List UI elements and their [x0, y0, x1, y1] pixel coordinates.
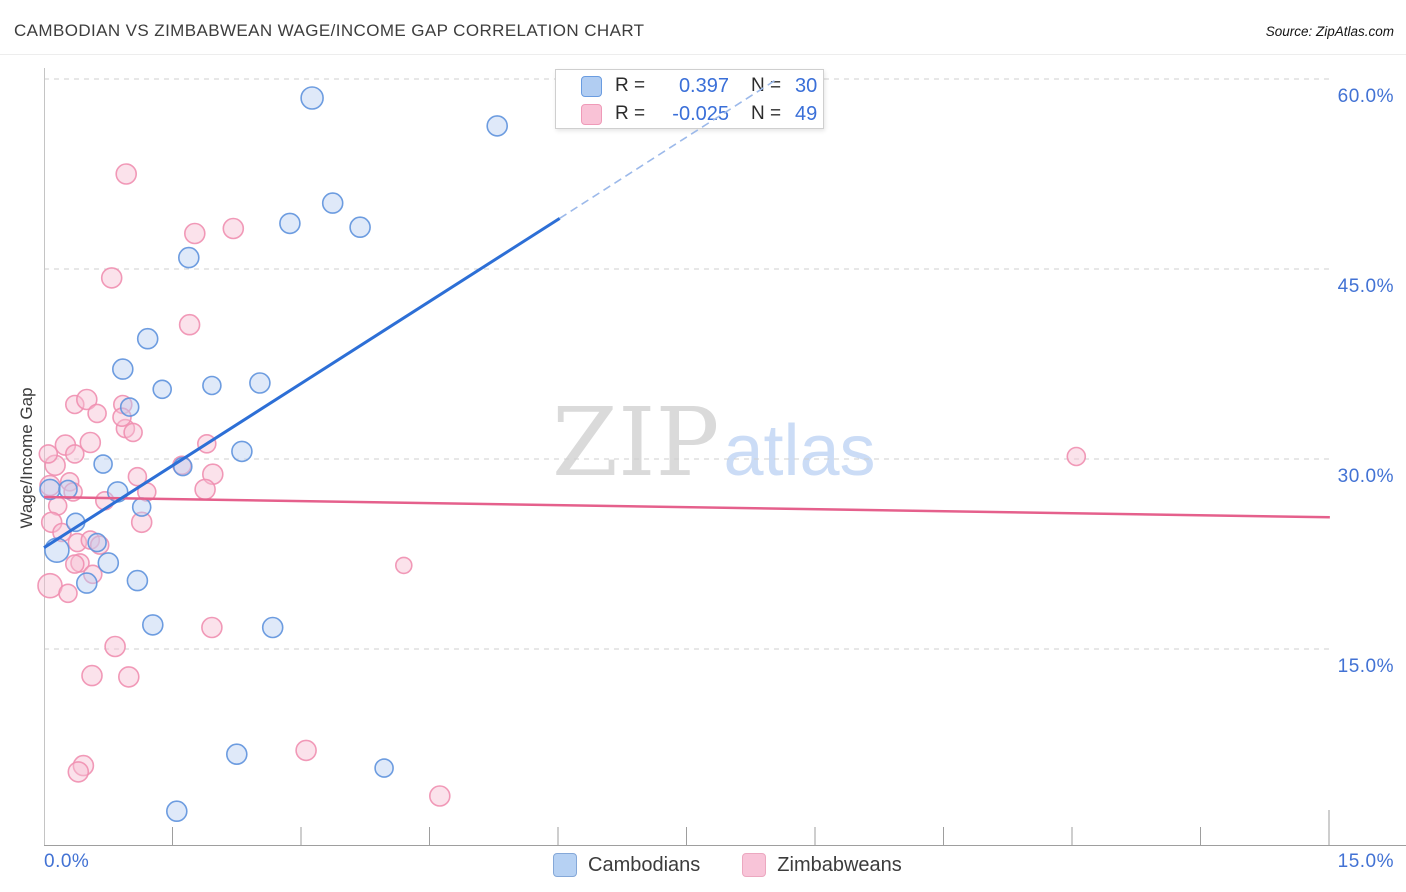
zimbabweans-trendline	[43, 495, 1330, 519]
zimbabweans-swatch	[742, 853, 767, 877]
data-point[interactable]	[152, 379, 172, 400]
data-point[interactable]	[65, 444, 85, 464]
y-axis-label-60: 60.0%	[1337, 86, 1394, 107]
data-point[interactable]	[261, 616, 284, 639]
data-point[interactable]	[65, 394, 85, 415]
cambodians-trendline	[43, 217, 561, 549]
data-point[interactable]	[136, 327, 159, 350]
data-point[interactable]	[178, 313, 201, 336]
data-point[interactable]	[130, 511, 153, 534]
data-point[interactable]	[112, 407, 132, 428]
data-point[interactable]	[58, 583, 78, 604]
data-point[interactable]	[115, 163, 137, 185]
n-label: N =	[751, 103, 782, 124]
data-point[interactable]	[67, 761, 90, 783]
series-cambodians	[39, 86, 509, 823]
watermark: ZIPatlas	[552, 396, 876, 491]
y-axis-label-15: 15.0%	[1337, 656, 1394, 677]
data-point[interactable]	[93, 454, 113, 474]
zimbabweans-r-value: -0.025	[672, 102, 729, 125]
header-divider	[0, 54, 1406, 55]
source-attribution: Source: ZipAtlas.com	[1265, 24, 1394, 39]
cambodians-swatch	[581, 75, 602, 97]
data-point[interactable]	[104, 635, 126, 658]
cambodians-r-value: 0.397	[678, 74, 729, 97]
legend-item-cambodians[interactable]: Cambodians	[553, 853, 700, 877]
legend-item-zimbabweans[interactable]: Zimbabweans	[742, 853, 902, 877]
data-point[interactable]	[222, 217, 245, 240]
y-axis-label-45: 45.0%	[1337, 276, 1394, 297]
data-point[interactable]	[89, 535, 110, 555]
data-point[interactable]	[76, 572, 98, 594]
zimbabweans-n-value: 49	[795, 102, 818, 125]
data-point[interactable]	[118, 666, 140, 688]
data-point[interactable]	[87, 403, 107, 424]
data-point[interactable]	[1066, 446, 1087, 467]
n-label: N =	[751, 75, 782, 96]
data-point[interactable]	[194, 478, 216, 501]
series-legend: Cambodians Zimbabweans	[553, 853, 944, 877]
data-point[interactable]	[38, 444, 59, 464]
x-axis-label-max: 15.0%	[1337, 851, 1394, 872]
r-label: R =	[615, 103, 646, 124]
correlation-legend: R = 0.397 N = 30 R = -0.025 N = 49	[555, 69, 824, 129]
data-point[interactable]	[321, 192, 344, 214]
correlation-legend-row-zimbabweans: R = -0.025 N = 49	[556, 102, 823, 126]
data-point[interactable]	[127, 466, 148, 487]
data-point[interactable]	[44, 454, 66, 477]
correlation-legend-row-cambodians: R = 0.397 N = 30	[556, 74, 823, 98]
data-point[interactable]	[295, 739, 317, 762]
data-point[interactable]	[52, 522, 72, 543]
zimbabweans-swatch	[581, 103, 602, 125]
data-point[interactable]	[166, 800, 188, 823]
page-title: CAMBODIAN VS ZIMBABWEAN WAGE/INCOME GAP …	[14, 21, 645, 40]
data-point[interactable]	[394, 556, 413, 575]
data-point[interactable]	[249, 372, 271, 394]
data-point[interactable]	[142, 614, 164, 636]
cambodians-swatch	[553, 853, 577, 877]
data-point[interactable]	[131, 497, 152, 517]
data-point[interactable]	[374, 758, 394, 778]
data-point[interactable]	[226, 743, 248, 766]
data-point[interactable]	[44, 537, 70, 564]
data-point[interactable]	[486, 115, 509, 137]
data-point[interactable]	[184, 222, 206, 245]
y-axis-label-30: 30.0%	[1337, 466, 1394, 487]
data-point[interactable]	[87, 532, 107, 553]
legend-label: Cambodians	[588, 853, 701, 876]
data-point[interactable]	[58, 479, 78, 500]
data-point[interactable]	[126, 569, 149, 592]
data-point[interactable]	[65, 554, 85, 574]
data-point[interactable]	[178, 246, 200, 269]
x-axis-label-min: 0.0%	[44, 851, 90, 872]
data-point[interactable]	[279, 212, 301, 235]
data-point[interactable]	[39, 478, 61, 501]
data-point[interactable]	[349, 216, 371, 238]
data-point[interactable]	[97, 552, 120, 574]
data-point[interactable]	[79, 431, 102, 454]
data-point[interactable]	[201, 616, 223, 639]
data-point[interactable]	[119, 397, 140, 417]
data-point[interactable]	[76, 388, 98, 411]
r-label: R =	[615, 75, 646, 96]
data-point[interactable]	[40, 511, 63, 534]
data-point[interactable]	[81, 664, 103, 687]
cambodians-n-value: 30	[795, 74, 818, 97]
data-point[interactable]	[300, 86, 324, 110]
data-point[interactable]	[112, 358, 134, 380]
data-point[interactable]	[123, 422, 143, 443]
data-point[interactable]	[202, 375, 222, 396]
legend-label: Zimbabweans	[777, 853, 902, 876]
watermark-zip: ZIP	[552, 388, 720, 498]
data-point[interactable]	[100, 267, 123, 289]
data-point[interactable]	[428, 785, 451, 807]
watermark-atlas: atlas	[723, 411, 876, 491]
data-point[interactable]	[231, 440, 253, 463]
